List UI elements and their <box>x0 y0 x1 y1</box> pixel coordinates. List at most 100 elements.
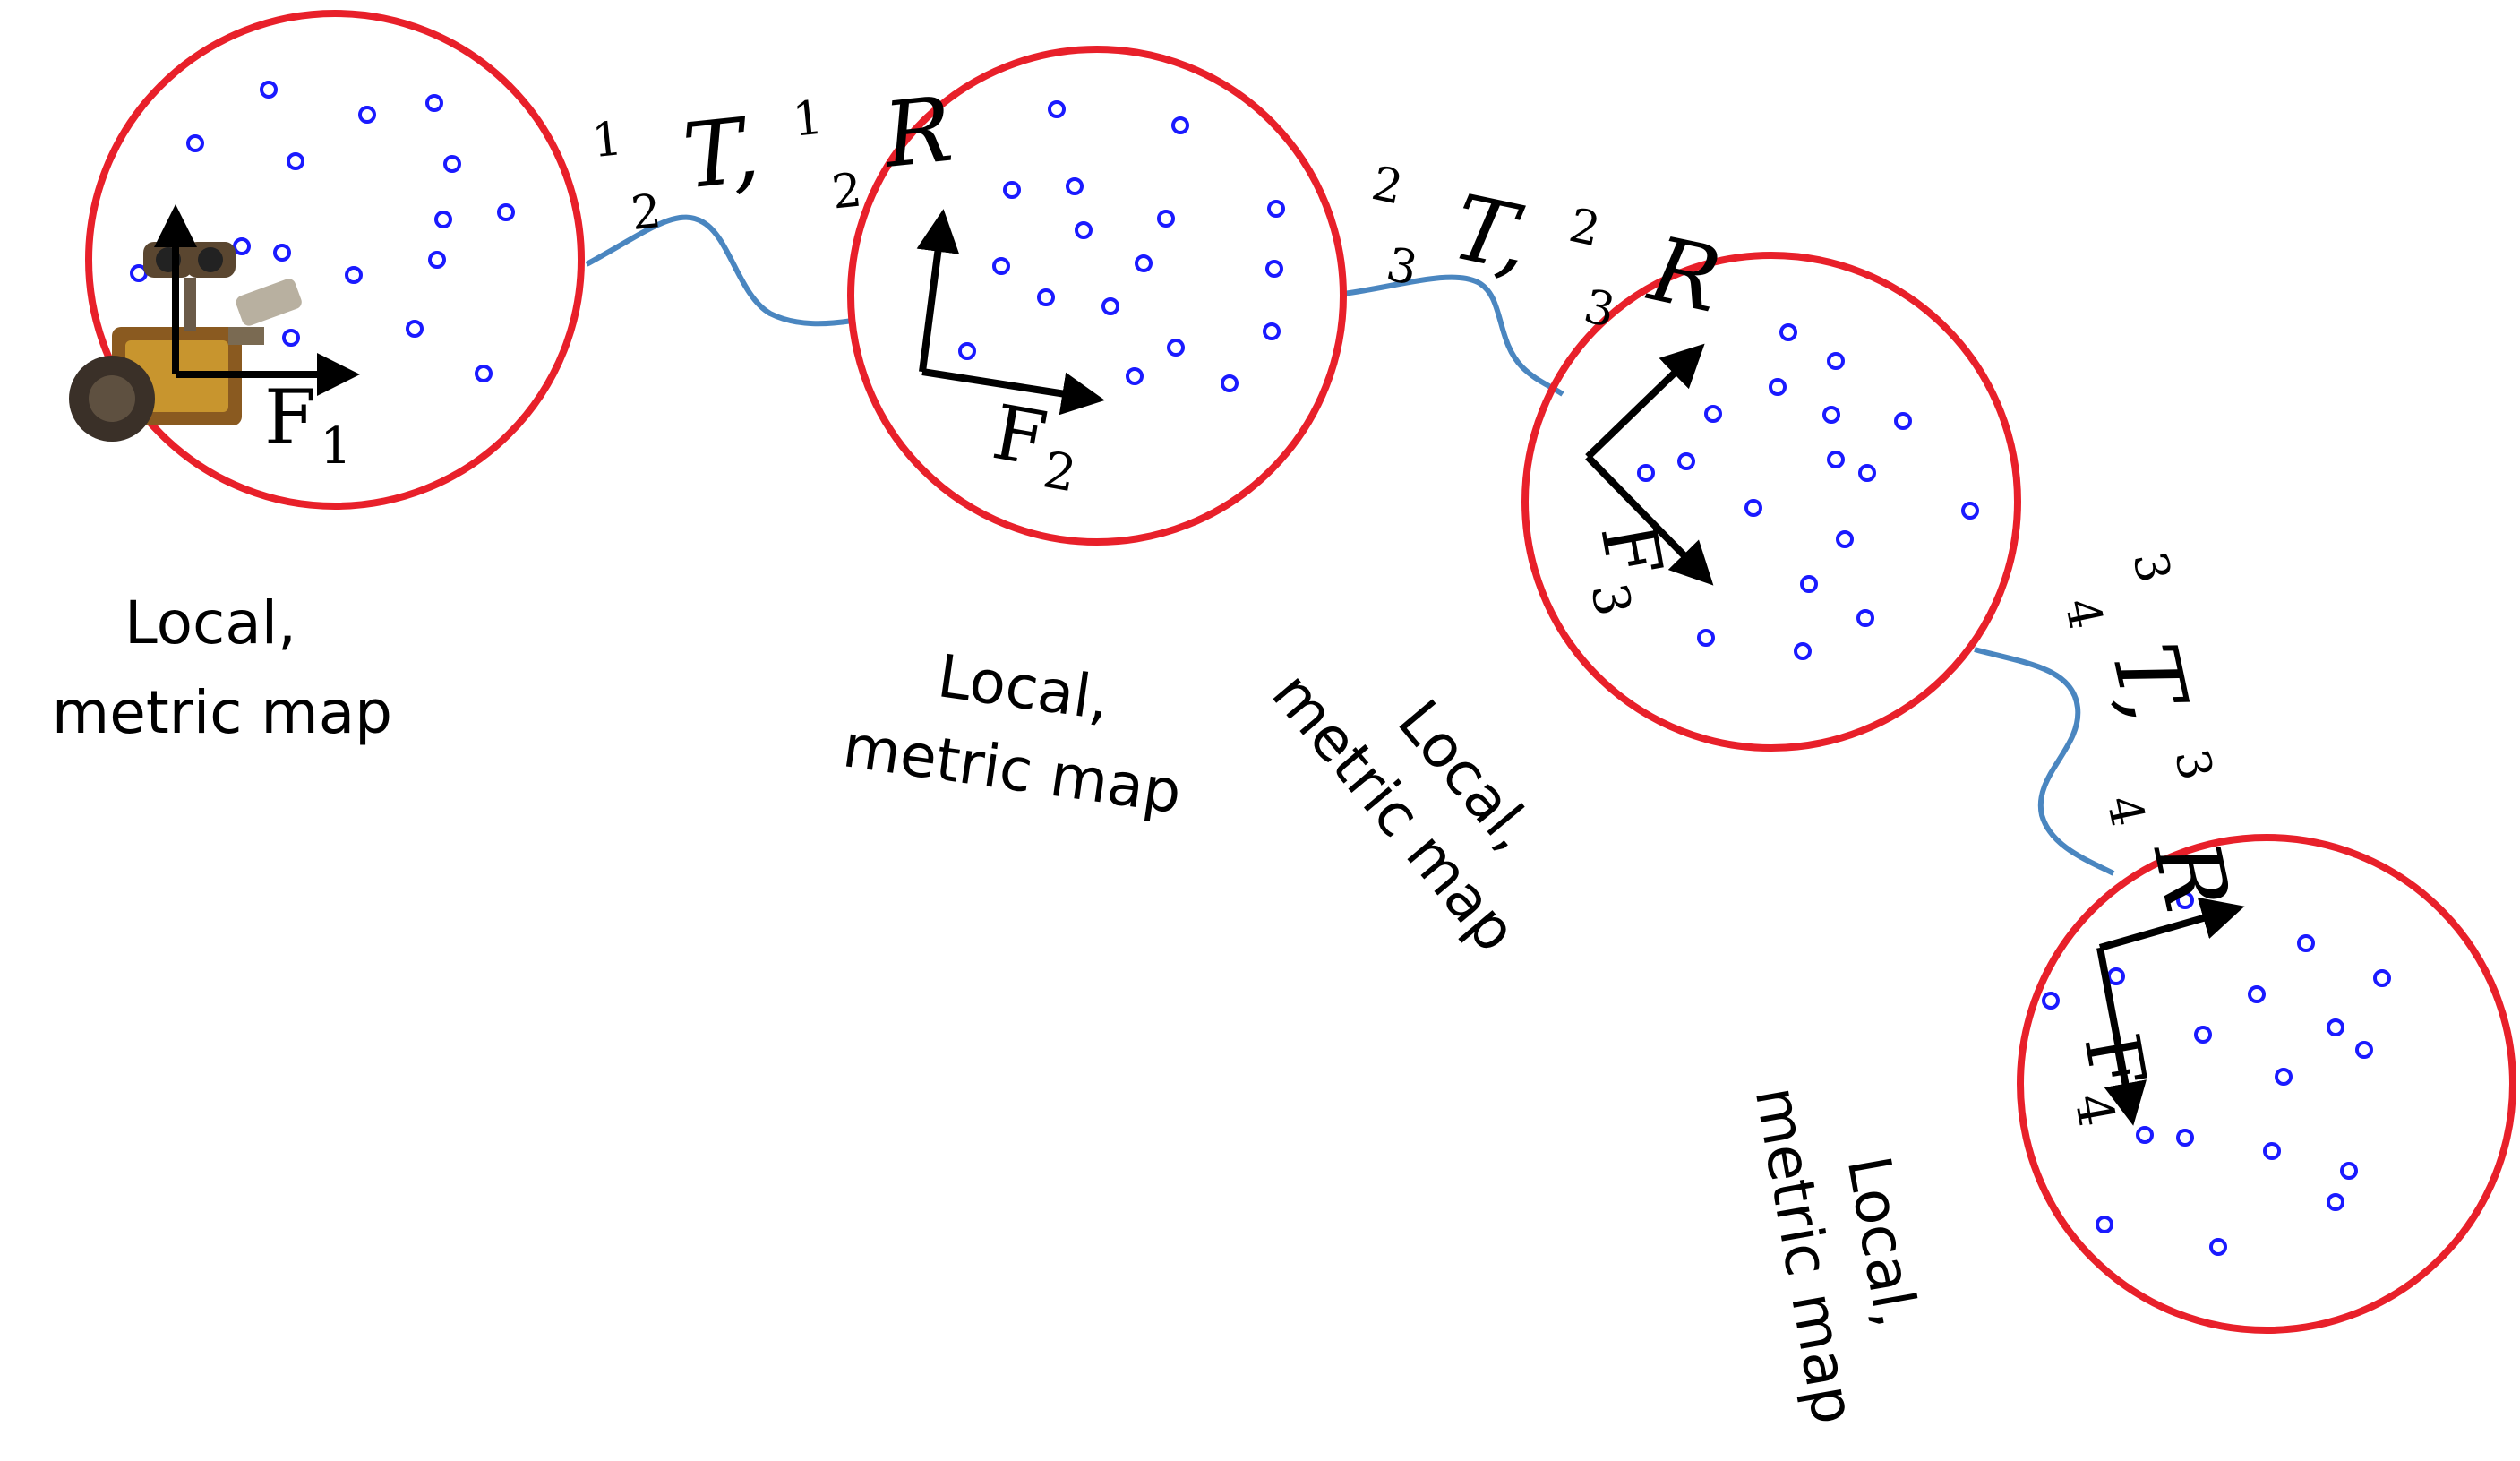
landmark-point <box>497 203 515 221</box>
landmark-point <box>1066 177 1084 195</box>
landmark-point <box>2340 1162 2358 1180</box>
link-2-3 <box>1342 274 1564 397</box>
landmark-point <box>2297 934 2315 952</box>
landmark-point <box>425 94 443 112</box>
svg-text:Local,: Local, <box>934 641 1114 734</box>
landmark-point <box>2248 985 2266 1003</box>
landmarks-map-4 <box>2042 891 2391 1256</box>
landmark-point <box>1171 116 1189 134</box>
landmark-point <box>2136 1126 2154 1144</box>
caption-map-2: Local, metric map <box>839 641 1186 827</box>
landmark-point <box>1003 181 1021 199</box>
landmark-point <box>406 320 424 338</box>
map-circle-1 <box>85 10 585 510</box>
landmark-point <box>1126 367 1144 385</box>
landmark-point <box>358 106 376 124</box>
landmark-point <box>2209 1238 2227 1256</box>
frame-axes-1 <box>154 204 360 396</box>
landmark-point <box>1836 530 1854 548</box>
landmark-point <box>2373 969 2391 987</box>
landmark-point <box>1221 374 1239 392</box>
landmark-point <box>1265 260 1283 278</box>
frame-label-1: F1 <box>264 374 352 476</box>
landmark-point <box>2194 1026 2212 1044</box>
landmark-point <box>345 266 363 284</box>
svg-text:1 2 T, 1: 1 2 T, 1 2 R <box>586 37 961 254</box>
transform-label-3-4: 3 4 T, 3 4 R <box>2037 538 2289 927</box>
landmark-point <box>1037 288 1055 306</box>
landmark-point <box>282 329 300 347</box>
frame-axes-4 <box>2096 897 2245 1126</box>
landmark-point <box>1744 499 1762 517</box>
landmark-point <box>1822 406 1840 424</box>
frame-axes-3 <box>1585 343 1714 586</box>
landmark-point <box>1697 629 1715 647</box>
landmark-point <box>273 244 291 262</box>
landmark-point <box>233 237 251 255</box>
landmark-point <box>434 211 452 228</box>
landmark-point <box>2176 1129 2194 1147</box>
frame-label-4: F4 <box>2053 1027 2169 1130</box>
landmark-point <box>186 134 204 152</box>
landmark-point <box>1135 254 1153 272</box>
caption-map-1: Local, metric map <box>52 589 392 747</box>
link-1-2 <box>585 214 853 327</box>
landmark-point <box>958 342 976 360</box>
frame-axes-2 <box>916 209 1105 416</box>
map-circle-2 <box>847 46 1347 546</box>
landmark-point <box>1704 405 1722 423</box>
link-3-4 <box>1974 647 2115 876</box>
landmark-point <box>2275 1068 2293 1086</box>
landmark-point <box>992 257 1010 275</box>
landmark-point <box>2355 1041 2373 1059</box>
frame-label-2: F2 <box>984 388 1088 503</box>
landmark-point <box>2107 967 2125 985</box>
landmark-point <box>1075 221 1093 239</box>
svg-text:metric map: metric map <box>839 711 1186 827</box>
svg-text:Local,: Local, <box>124 589 296 657</box>
landmark-point <box>1800 575 1818 593</box>
landmark-point <box>2042 992 2060 1010</box>
landmark-point <box>1856 609 1874 627</box>
landmarks-map-3 <box>1637 323 1979 660</box>
landmark-point <box>475 365 493 382</box>
svg-text:metric map: metric map <box>52 678 392 747</box>
landmark-point <box>1267 200 1285 218</box>
transform-label-2-3: 2 3 T, 2 3 R <box>1350 116 1738 368</box>
svg-text:metric map: metric map <box>1742 1081 1869 1429</box>
landmark-point <box>1263 322 1281 340</box>
landmark-point <box>260 81 278 99</box>
landmark-point <box>2176 891 2194 909</box>
landmark-point <box>287 152 304 170</box>
landmark-point <box>1677 452 1695 470</box>
landmark-point <box>1769 378 1787 396</box>
landmark-point <box>1167 339 1185 357</box>
landmark-point <box>2096 1216 2113 1233</box>
landmark-point <box>1961 502 1979 520</box>
map-circle-4 <box>2017 834 2516 1334</box>
landmark-point <box>1858 464 1876 482</box>
landmark-point <box>2263 1142 2281 1160</box>
svg-text:2 3 T, 2: 2 3 T, 2 3 R <box>1350 116 1738 368</box>
landmark-point <box>1794 642 1812 660</box>
landmark-point <box>428 251 446 269</box>
landmark-point <box>1779 323 1797 341</box>
landmark-point <box>1157 210 1175 228</box>
landmark-point <box>1827 451 1845 468</box>
landmark-point <box>2327 1018 2344 1036</box>
transform-label-1-2: 1 2 T, 1 2 R <box>586 37 961 254</box>
caption-map-3: Local, metric map <box>1258 659 1547 965</box>
landmark-point <box>1894 412 1912 430</box>
landmark-point <box>1101 297 1119 315</box>
svg-text:3 4 T, 3: 3 4 T, 3 4 R <box>2037 538 2289 927</box>
landmark-point <box>2327 1193 2344 1211</box>
landmarks-map-2 <box>958 100 1285 392</box>
map-circle-3 <box>1521 252 2021 752</box>
caption-map-4: Local, metric map <box>1742 1081 1932 1429</box>
landmark-point <box>443 155 461 173</box>
frame-label-3: F3 <box>1570 516 1685 620</box>
landmark-point <box>1827 352 1845 370</box>
landmark-point <box>1637 464 1655 482</box>
landmark-point <box>1048 100 1066 118</box>
